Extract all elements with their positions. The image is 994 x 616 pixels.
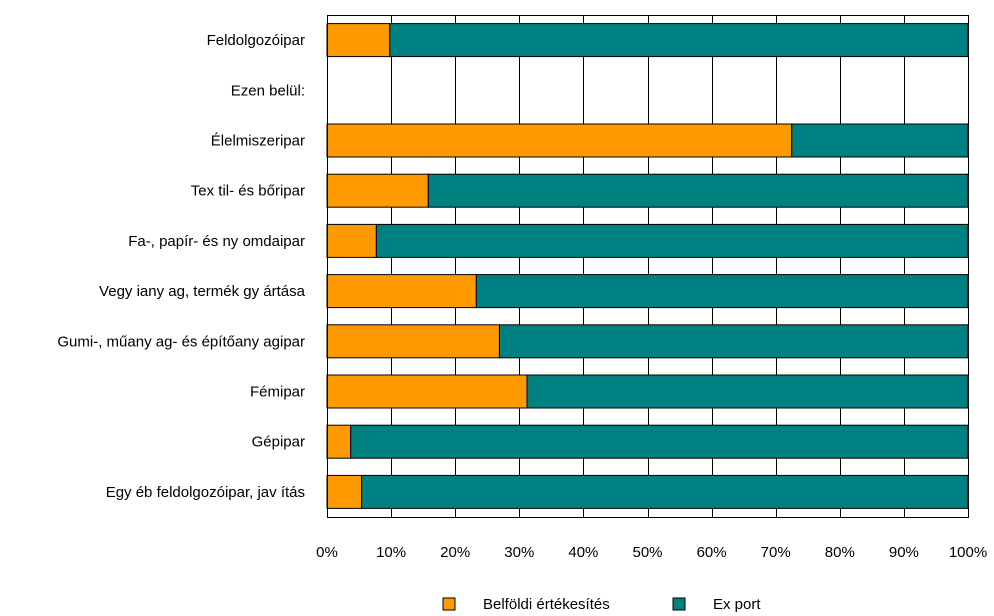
bar-segment-export <box>361 474 969 509</box>
bar-segment-belfoldi <box>326 23 391 58</box>
x-tick-label: 100% <box>949 544 987 561</box>
category-label: Élelmiszeripar <box>211 133 305 150</box>
legend-label: Belföldi értékesítés <box>483 596 610 613</box>
category-label: Gumi-, műany ag- és építőany agipar <box>57 333 305 350</box>
x-tick-label: 20% <box>440 544 470 561</box>
category-label: Ezen belül: <box>231 82 305 99</box>
bar-segment-belfoldi <box>326 123 793 158</box>
x-tick-label: 30% <box>504 544 534 561</box>
bar-segment-belfoldi <box>326 474 363 509</box>
x-tick-label: 0% <box>316 544 338 561</box>
legend-swatch <box>442 597 456 611</box>
legend: Belföldi értékesítés Ex port <box>442 596 761 613</box>
bars <box>326 23 969 509</box>
bar-segment-export <box>791 123 969 158</box>
bar-segment-export <box>475 274 969 309</box>
x-axis-tick-labels: 0% 10% 20% 30% 40% 50% 60% 70% 80% 90% 100% <box>316 544 987 561</box>
x-tick-label: 80% <box>825 544 855 561</box>
bar-segment-belfoldi <box>326 274 477 309</box>
category-label: Gépipar <box>252 434 305 451</box>
bar-segment-export <box>375 223 969 258</box>
bar-segment-export <box>427 173 969 208</box>
bar-segment-belfoldi <box>326 223 377 258</box>
category-label: Egy éb feldolgozóipar, jav ítás <box>106 484 305 501</box>
bar-segment-belfoldi <box>326 374 528 409</box>
x-tick-label: 50% <box>632 544 662 561</box>
bar-segment-belfoldi <box>326 173 429 208</box>
bar-segment-belfoldi <box>326 324 500 359</box>
legend-swatch <box>672 597 686 611</box>
legend-label: Ex port <box>713 596 761 613</box>
x-tick-label: 10% <box>376 544 406 561</box>
category-label: Fémipar <box>250 384 305 401</box>
category-label: Vegy iany ag, termék gy ártása <box>99 283 306 300</box>
bar-segment-export <box>350 424 969 459</box>
bar-segment-export <box>498 324 969 359</box>
plot-area-frame <box>327 15 969 518</box>
bar-segment-belfoldi <box>326 424 352 459</box>
x-tick-label: 40% <box>568 544 598 561</box>
category-label: Tex til- és bőripar <box>191 183 305 200</box>
bar-segment-export <box>526 374 969 409</box>
category-labels: Feldolgozóipar Ezen belül: Élelmiszeripar T… <box>57 32 305 501</box>
bar-segment-export <box>389 23 969 58</box>
x-tick-label: 60% <box>697 544 727 561</box>
x-tick-label: 70% <box>761 544 791 561</box>
category-label: Fa-, papír- és ny omdaipar <box>128 233 305 250</box>
category-label: Feldolgozóipar <box>207 32 305 49</box>
x-tick-label: 90% <box>889 544 919 561</box>
